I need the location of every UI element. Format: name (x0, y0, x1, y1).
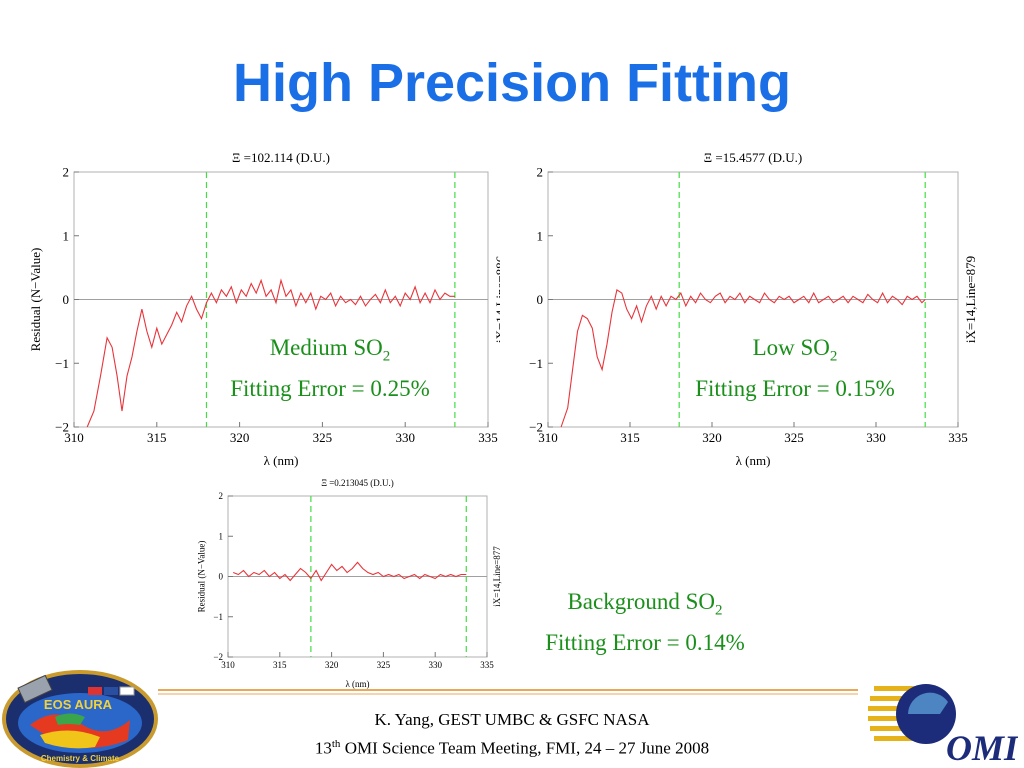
x-axis-label: λ (nm) (345, 679, 369, 689)
x-tick-label: 315 (620, 430, 640, 445)
x-tick-label: 320 (325, 660, 339, 670)
y-tick-label: 2 (63, 165, 70, 180)
x-tick-label: 325 (784, 430, 804, 445)
y-tick-label: 1 (219, 531, 224, 541)
footer-meeting: 13th OMI Science Team Meeting, FMI, 24 –… (0, 738, 1024, 759)
y-tick-label: 1 (537, 228, 544, 243)
caption-low-line2: Fitting Error = 0.15% (695, 375, 895, 401)
footer-meeting-number: 13 (314, 738, 332, 758)
caption-background: Background SO2 Fitting Error = 0.14% (505, 586, 785, 659)
y-tick-label: −2 (55, 420, 69, 435)
chart-title: Ξ =0.213045 (D.U.) (321, 478, 394, 488)
omi-logo: OMI (868, 684, 1018, 768)
residual-series-line (560, 289, 926, 428)
y-tick-label: −1 (55, 356, 69, 371)
slide-title: High Precision Fitting (232, 53, 791, 113)
y-axis-label: Residual (N−Value) (28, 248, 43, 352)
caption-medium: Medium SO2 Fitting Error = 0.25% (190, 332, 470, 405)
x-tick-label: 320 (702, 430, 722, 445)
x-tick-label: 310 (538, 430, 558, 445)
y-axis-label: Residual (N−Value) (197, 541, 207, 613)
x-tick-label: 335 (480, 660, 494, 670)
y-tick-label: −2 (213, 652, 223, 662)
right-label: iX=14,Line=877 (492, 546, 502, 607)
residual-series-line (86, 278, 455, 428)
caption-low: Low SO2 Fitting Error = 0.15% (655, 332, 935, 405)
chart-low-so2: 310 315 320 325 330 335 −2 −1 0 1 2 Ξ =15.4577 (D.U… (529, 150, 978, 468)
x-tick-label: 310 (64, 430, 84, 445)
y-tick-label: 0 (219, 572, 224, 582)
x-tick-label: 330 (866, 430, 886, 445)
footer-meeting-sup: th (331, 738, 341, 750)
residual-series-line (233, 561, 467, 582)
eos-aura-subtext: Chemistry & Climate (41, 754, 120, 763)
caption-background-line1: Background SO (567, 589, 716, 614)
chart-title: Ξ =15.4577 (D.U.) (704, 150, 802, 165)
footer-meeting-text: OMI Science Team Meeting, FMI, 24 – 27 J… (340, 738, 710, 758)
omi-logo-text: OMI (946, 728, 1018, 768)
caption-background-line2: Fitting Error = 0.14% (545, 629, 745, 655)
caption-medium-line2: Fitting Error = 0.25% (230, 375, 430, 401)
y-tick-label: −1 (213, 612, 223, 622)
y-tick-label: 0 (63, 292, 70, 307)
caption-low-line1: Low SO (752, 335, 830, 360)
y-tick-label: 1 (63, 228, 70, 243)
chart-background-so2: 310 315 320 325 330 335 −2 −1 0 1 2 Ξ =0.213045 (D.… (197, 478, 502, 689)
x-tick-label: 325 (313, 430, 333, 445)
y-tick-label: 2 (537, 165, 544, 180)
y-tick-label: −1 (529, 356, 543, 371)
y-tick-label: −2 (529, 420, 543, 435)
x-tick-label: 325 (377, 660, 391, 670)
x-axis-label: λ (nm) (736, 453, 771, 468)
y-tick-label: 2 (219, 491, 224, 501)
x-tick-label: 330 (428, 660, 442, 670)
chart-title: Ξ =102.114 (D.U.) (232, 150, 330, 165)
caption-medium-sub: 2 (382, 348, 391, 365)
eos-aura-text: EOS AURA (44, 697, 113, 712)
footer-divider (158, 689, 858, 695)
caption-background-sub: 2 (715, 602, 723, 619)
right-label: iX=14,Line=879 (963, 256, 978, 343)
right-label: iX=14,Line=886 (493, 255, 500, 343)
y-tick-label: 0 (537, 292, 544, 307)
x-tick-label: 330 (395, 430, 415, 445)
footer-author: K. Yang, GEST UMBC & GSFC NASA (374, 710, 650, 729)
x-tick-label: 335 (478, 430, 498, 445)
chart-medium-so2: 310 315 320 325 330 335 −2 −1 0 1 2 Ξ =102.114 (D.U… (28, 150, 500, 468)
caption-low-sub: 2 (829, 348, 838, 365)
caption-medium-line1: Medium SO (269, 335, 383, 360)
x-tick-label: 315 (273, 660, 287, 670)
x-tick-label: 310 (221, 660, 235, 670)
x-tick-label: 320 (230, 430, 250, 445)
x-tick-label: 335 (948, 430, 968, 445)
eos-aura-logo: EOS AURA Chemistry & Climate (2, 670, 158, 768)
x-axis-label: λ (nm) (264, 453, 299, 468)
x-tick-label: 315 (147, 430, 167, 445)
